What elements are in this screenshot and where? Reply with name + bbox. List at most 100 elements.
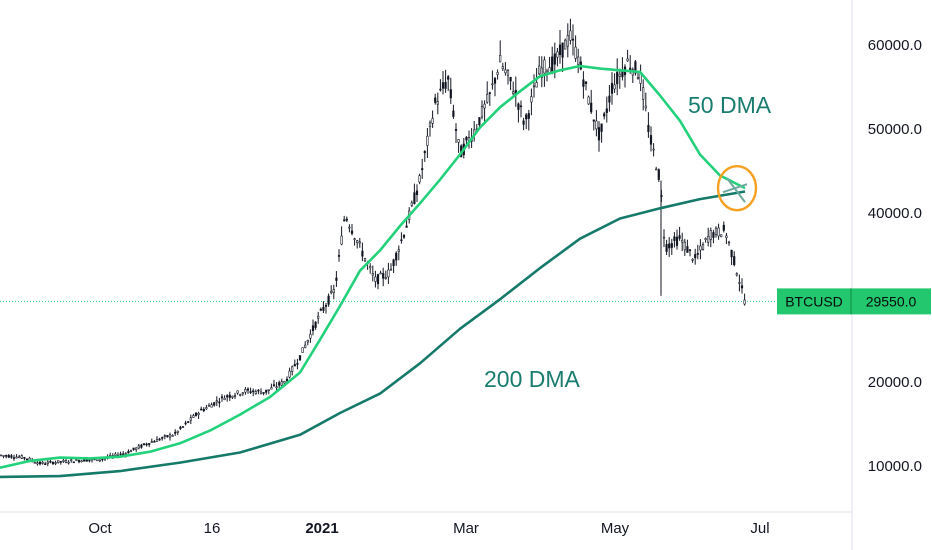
candle-body [441,82,445,89]
candle-body [249,391,252,393]
candle [215,396,218,407]
candle [363,257,367,263]
candle [153,439,156,443]
candle [483,100,486,122]
candle-body [176,430,179,433]
candle-body [722,224,725,231]
candle [415,184,419,202]
candle-body [743,299,746,305]
candle [454,123,458,144]
candle [590,89,593,115]
candle-body [135,447,138,450]
candle [59,461,62,465]
candle [174,429,177,436]
candle [2,455,5,459]
candle [527,109,530,131]
candle [496,69,499,80]
candle [405,219,408,228]
candle-body [649,135,653,145]
candle [38,460,42,466]
candle-body [387,269,390,278]
candle-body [688,249,692,251]
candle [720,234,723,238]
candle [707,227,710,247]
candle [480,100,484,120]
candle-body [298,355,302,361]
candle [647,112,650,138]
candle [491,70,494,90]
candle-body [353,238,356,240]
last-price-value: 29550.0 [866,293,917,309]
candle-body [678,235,681,239]
candle [704,237,707,243]
candle [564,38,567,50]
candle-body [51,461,55,465]
candle-body [603,113,606,117]
candle-body [527,113,530,119]
candle-body [379,272,382,275]
candle [501,62,504,72]
y-tick-label: 20000.0 [868,374,922,391]
candle-body [673,236,676,241]
candle [673,232,676,248]
candle-body [46,461,49,464]
candle-body [428,122,432,127]
candle-body [564,39,567,50]
candle [665,239,668,256]
candle [623,64,627,88]
candle [374,270,377,288]
candle-body [18,456,21,459]
candle [67,460,70,465]
candle [727,240,731,246]
candle-body [155,438,159,442]
candle-body [535,82,538,88]
candle [439,79,442,92]
candle [231,395,234,400]
candle [434,93,437,105]
candle [571,24,575,56]
candle-body [709,230,712,240]
candle [428,120,432,137]
candle [717,223,720,240]
candle-body [223,397,226,401]
x-tick-label: May [601,520,630,537]
candle [57,460,60,464]
candle [499,40,502,63]
candle-body [714,227,718,236]
candle-body [142,443,146,446]
candle-body [337,255,341,257]
candle [270,383,273,390]
candle-body [228,394,231,398]
crossover-stroke [722,183,748,194]
candle [158,437,161,441]
candle-body [189,417,192,421]
candle-body [54,462,57,464]
candle-body [434,97,437,103]
candle-body [77,460,81,463]
candle [694,248,697,265]
candle [244,387,247,395]
candle [639,64,642,92]
candle-body [64,460,68,463]
candle [309,329,312,343]
candle [634,60,637,76]
candle-body [488,92,491,94]
candle [712,229,715,244]
candle-body [280,381,283,386]
crossover-circle [716,164,758,212]
candle-body [2,455,5,457]
candle-body [343,219,346,222]
candle [18,454,21,459]
candle-body [423,151,426,154]
candle [166,435,169,438]
candle [548,56,551,74]
candle [168,432,172,441]
candle [618,68,621,89]
candle [657,168,660,182]
candle [410,200,413,208]
candle-body [205,407,208,410]
candle [145,442,148,447]
candle-body [322,306,325,311]
candle-body [512,91,515,94]
candle [288,367,291,379]
